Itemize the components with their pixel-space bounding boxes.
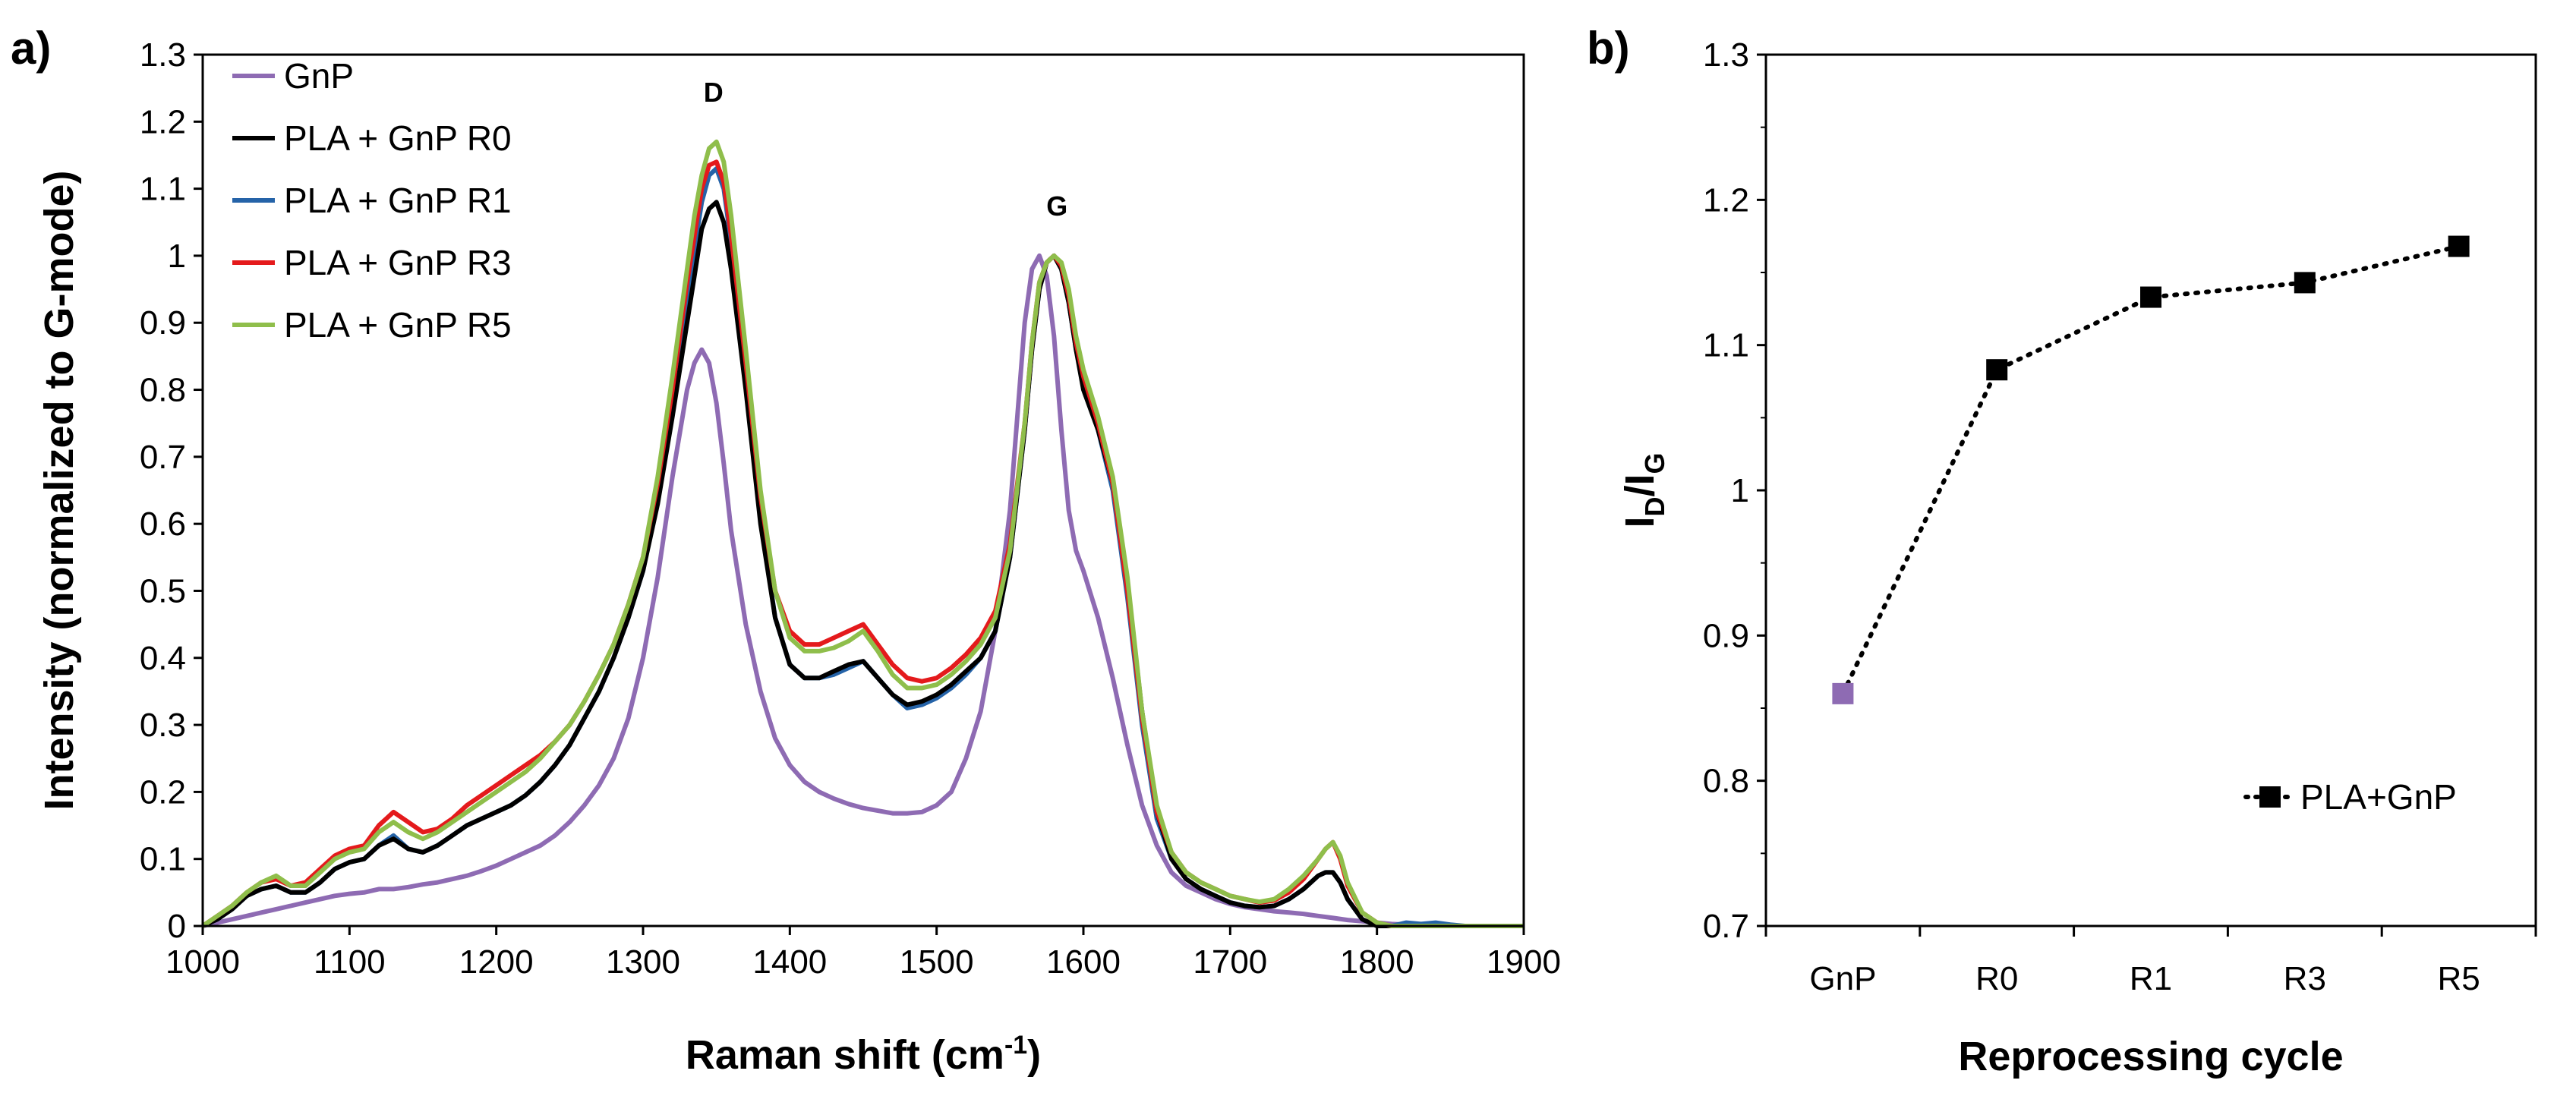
raman-y-tick-label: 0.1 — [140, 841, 186, 878]
raman-y-tick-label: 0.4 — [140, 640, 186, 677]
ratio-y-tick-label: 0.9 — [1703, 617, 1749, 654]
peak-label-d: D — [704, 77, 724, 108]
ratio-points — [1832, 235, 2470, 704]
ratio-y-tick-label: 1.2 — [1703, 181, 1749, 219]
ratio-legend-label: PLA+GnP — [2300, 777, 2457, 817]
ratio-legend-marker — [2259, 786, 2281, 808]
ratio-y-tick-label: 1.3 — [1703, 36, 1749, 74]
ratio-x-ticks: GnP R0 R1 R3 R5 — [1764, 926, 2537, 997]
peak-label-g: G — [1046, 191, 1067, 222]
ratio-x-tick-label: R5 — [2437, 960, 2480, 997]
ratio-point-r3 — [2294, 272, 2316, 294]
ratio-x-axis-title: Reprocessing cycle — [1958, 1034, 2343, 1079]
raman-y-tick-label: 1 — [168, 238, 186, 275]
panel-a-label: a) — [11, 23, 51, 74]
legend-label-r5: PLA + GnP R5 — [284, 305, 512, 345]
raman-x-axis-title: Raman shift (cm-1) — [686, 1031, 1041, 1078]
raman-y-tick-label: 0.9 — [140, 304, 186, 342]
panel-b-label: b) — [1587, 23, 1630, 74]
raman-y-tick-label: 0.3 — [140, 707, 186, 744]
raman-y-tick-label: 0.2 — [140, 773, 186, 811]
legend-label-r1: PLA + GnP R1 — [284, 181, 512, 220]
raman-y-tick-label: 0.7 — [140, 439, 186, 476]
raman-x-tick-label: 1700 — [1193, 943, 1267, 981]
raman-plot-frame — [201, 53, 1525, 928]
ratio-y-tick-label: 1.1 — [1703, 327, 1749, 364]
ratio-y-axis-title: ID/IG — [1617, 452, 1670, 528]
ratio-y-tick-label: 0.7 — [1703, 908, 1749, 945]
raman-y-tick-label: 0 — [168, 908, 186, 945]
ratio-x-tick-label: R1 — [2130, 960, 2172, 997]
raman-y-tick-label: 1.2 — [140, 103, 186, 140]
raman-x-tick-label: 1800 — [1340, 943, 1414, 981]
id-ig-chart: 0.7 0.8 0.9 1 1.1 1.2 1.3 GnP R0 R1 R3 R5 Reproces… — [1617, 36, 2537, 1079]
raman-y-tick-label: 0.6 — [140, 505, 186, 543]
ratio-x-tick-label: R3 — [2284, 960, 2326, 997]
raman-y-tick-label: 0.5 — [140, 572, 186, 609]
ratio-y-ticks: 0.7 0.8 0.9 1 1.1 1.2 1.3 — [1703, 36, 1766, 945]
raman-x-tick-label: 1100 — [314, 943, 386, 981]
raman-y-tick-label: 1.1 — [140, 171, 186, 208]
raman-legend: GnP PLA + GnP R0 PLA + GnP R1 PLA + GnP … — [232, 56, 512, 345]
raman-x-tick-label: 1200 — [459, 943, 534, 981]
raman-y-ticks: 0 0.1 0.2 0.3 0.4 0.5 0.6 0.7 0.8 0.9 1 1.1 1.2 1.3 — [140, 36, 203, 945]
raman-x-ticks: 1000 1100 1200 1300 1400 1500 1600 1700 1800 1900 — [166, 926, 1561, 981]
ratio-point-gnp — [1832, 682, 1854, 704]
ratio-dotted-line — [1840, 244, 2461, 696]
ratio-y-tick-label: 1 — [1731, 472, 1749, 509]
legend-label-gnp: GnP — [284, 56, 354, 96]
raman-y-tick-label: 0.8 — [140, 372, 186, 409]
ratio-y-tick-label: 0.8 — [1703, 763, 1749, 800]
raman-x-tick-label: 1000 — [166, 943, 240, 981]
raman-x-tick-label: 1400 — [752, 943, 827, 981]
ratio-x-tick-label: GnP — [1809, 960, 1876, 997]
raman-chart: 1000 1100 1200 1300 1400 1500 1600 1700 1800 1900… — [36, 36, 1561, 1078]
raman-series-group — [201, 139, 1524, 928]
raman-x-tick-label: 1900 — [1487, 943, 1561, 981]
raman-y-tick-label: 1.3 — [140, 36, 186, 74]
raman-x-tick-label: 1300 — [606, 943, 680, 981]
legend-label-r3: PLA + GnP R3 — [284, 243, 512, 282]
raman-x-tick-label: 1600 — [1046, 943, 1121, 981]
ratio-point-r1 — [2140, 286, 2161, 308]
series-line-gnp — [202, 253, 1524, 928]
legend-label-r0: PLA + GnP R0 — [284, 118, 512, 158]
series-line-pla-gnp-r5 — [201, 139, 1524, 928]
series-line-pla-gnp-r0 — [201, 200, 1524, 928]
ratio-point-r0 — [1986, 359, 2008, 381]
ratio-point-r5 — [2448, 235, 2470, 257]
raman-y-axis-title: Intensity (normalized to G-mode) — [36, 170, 82, 810]
ratio-legend: PLA+GnP — [2243, 777, 2457, 817]
raman-x-tick-label: 1500 — [900, 943, 974, 981]
ratio-x-tick-label: R0 — [1975, 960, 2018, 997]
